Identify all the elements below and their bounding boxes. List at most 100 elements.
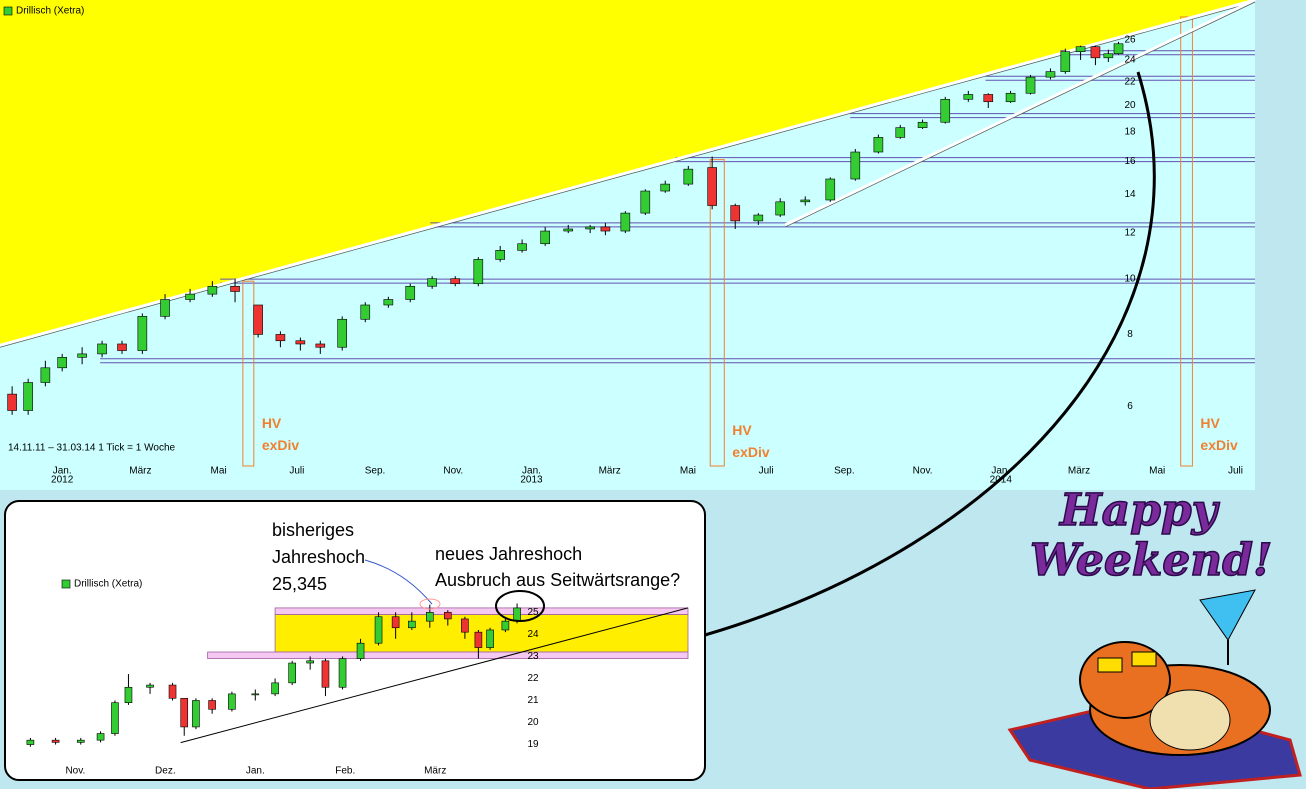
weekly-chart: HV exDiv HV exDiv HV exDiv 6 8 10 12 14 16 18 20 22 24 2… <box>0 0 1256 490</box>
x-tick-label: Jan. <box>53 466 72 477</box>
candle-body <box>356 642 365 659</box>
y-tick-label: 12 <box>1124 228 1136 239</box>
trend-line <box>784 0 1256 227</box>
candle-body <box>7 393 17 411</box>
y-tick-label: 10 <box>1124 273 1136 284</box>
candle-body <box>253 304 263 335</box>
y-tick-label: 8 <box>1127 329 1133 340</box>
annotation: 25,345 <box>272 574 327 594</box>
candle-body <box>77 353 87 358</box>
event-label: HV <box>1200 415 1220 431</box>
candle-body <box>124 686 133 703</box>
sunglasses <box>1097 657 1123 673</box>
candle-body <box>683 168 694 185</box>
candle-body <box>207 285 218 295</box>
candle-body <box>1060 51 1071 72</box>
candle-body <box>192 700 200 728</box>
candle-body <box>1025 76 1036 94</box>
candle-body <box>251 693 260 696</box>
x-tick-label: Nov. <box>65 766 85 777</box>
candle-body <box>338 658 347 688</box>
y-tick-label: 20 <box>527 717 539 728</box>
range-band <box>274 607 689 615</box>
y-tick-label: 24 <box>527 629 539 640</box>
x-tick-label: Jan. <box>522 466 541 477</box>
x-tick-label: Juli <box>289 466 304 477</box>
y-tick-label: 22 <box>1124 76 1136 87</box>
y-tick-label: 6 <box>1127 401 1133 412</box>
candle-body <box>295 340 306 345</box>
y-tick-label: 16 <box>1124 156 1136 167</box>
annotation: Jahreshoch <box>272 547 365 567</box>
x-tick-label: Mai <box>211 466 227 477</box>
y-tick-label: 14 <box>1124 189 1136 200</box>
candle-body <box>374 616 383 644</box>
candle-body <box>40 367 51 383</box>
candle-body <box>51 739 60 743</box>
candle-body <box>337 318 348 348</box>
event-box <box>242 280 255 467</box>
y-tick-label: 18 <box>1124 126 1136 137</box>
annotation-pointer <box>364 559 433 605</box>
candle-body <box>315 343 326 348</box>
candle-body <box>76 739 85 743</box>
inset-panel: 19 20 21 22 23 24 25 Nov. Dez. Jan. Feb. März Drilli… <box>4 500 706 781</box>
candle-body <box>185 293 195 300</box>
candle-body <box>940 98 951 123</box>
event-label: exDiv <box>262 437 300 453</box>
y-tick-label: 23 <box>527 651 539 662</box>
candle-body <box>1113 43 1124 55</box>
candle-body <box>271 682 279 695</box>
x-tick-label: März <box>129 466 151 477</box>
event-label: HV <box>262 415 282 431</box>
candle-body <box>540 230 550 245</box>
candle-body <box>753 214 764 222</box>
candle-body <box>444 612 452 620</box>
event-box <box>1180 16 1193 467</box>
candle-body <box>474 631 483 648</box>
candle-body <box>230 285 240 292</box>
candle-body <box>450 278 461 285</box>
candle-body <box>427 278 437 287</box>
candle-body <box>513 607 521 622</box>
event-box <box>709 159 725 467</box>
candle-body <box>825 178 836 201</box>
candle-body <box>486 629 494 648</box>
candle-body <box>117 343 127 351</box>
annotation: Ausbruch aus Seitwärtsrange? <box>435 570 680 590</box>
annotation: bisheriges <box>272 520 354 540</box>
candle-body <box>408 620 416 629</box>
candle-body <box>23 382 33 411</box>
range-band <box>207 651 689 660</box>
footnote: 14.11.11 – 31.03.14 1 Tick = 1 Woche <box>8 443 175 454</box>
candle-body <box>57 357 67 369</box>
sunglasses <box>1131 651 1157 667</box>
candle-body <box>275 334 286 342</box>
candle-body <box>640 190 651 214</box>
y-tick-label: 25 <box>527 607 539 618</box>
candle-body <box>600 226 611 232</box>
x-tick-label: März <box>1068 466 1090 477</box>
candle-body <box>1103 53 1114 59</box>
trend-line <box>180 607 689 744</box>
candle-body <box>895 127 906 138</box>
y-tick-label: 24 <box>1124 55 1136 66</box>
y-tick-label: 26 <box>1124 35 1136 46</box>
candle-body <box>917 121 928 128</box>
legend-swatch <box>61 579 71 589</box>
x-tick-label: März <box>599 466 621 477</box>
event-label: exDiv <box>732 444 770 460</box>
candle-body <box>873 137 884 153</box>
candle-body <box>563 228 574 232</box>
connector <box>704 71 1156 637</box>
y-tick-label: 19 <box>527 739 539 750</box>
candle-body <box>501 620 510 631</box>
greeting: Weekend! <box>1030 535 1272 586</box>
candle-body <box>495 250 506 260</box>
highlight <box>419 598 441 610</box>
candle-body <box>160 299 170 317</box>
candle-body <box>228 693 236 710</box>
candle-body <box>168 684 177 699</box>
cocktail <box>1199 589 1256 641</box>
